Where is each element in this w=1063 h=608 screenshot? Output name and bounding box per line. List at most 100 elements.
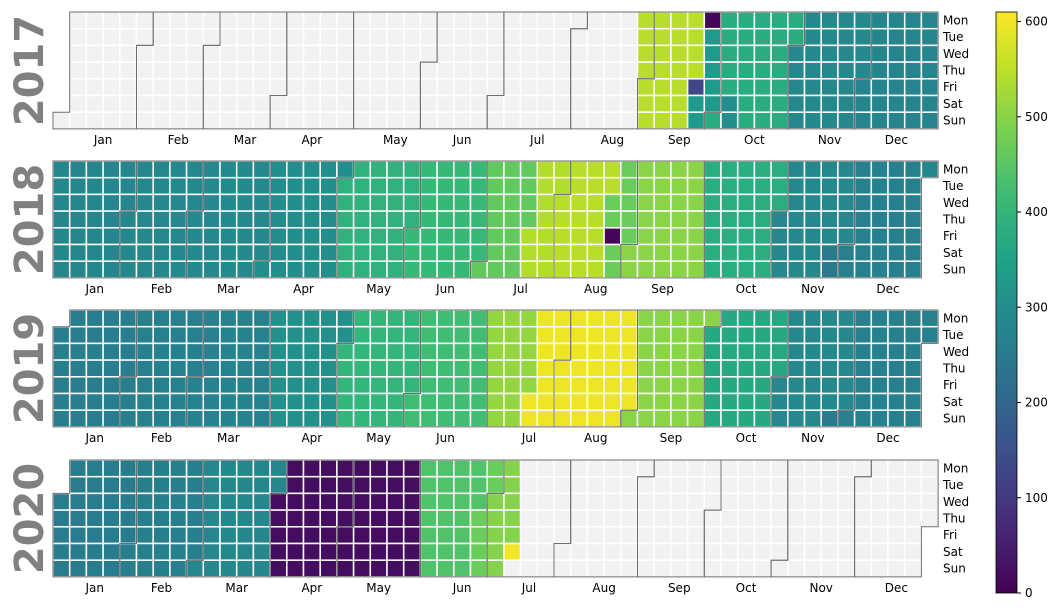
- day-cell: [620, 44, 639, 63]
- day-cell: [402, 325, 422, 345]
- day-cell: [453, 409, 472, 428]
- day-cell: [703, 475, 722, 495]
- day-cell: [787, 409, 806, 428]
- day-cell: [486, 243, 505, 262]
- day-cell: [603, 359, 622, 378]
- day-cell: [269, 526, 288, 545]
- day-cell: [736, 475, 756, 495]
- day-cell: [870, 376, 889, 395]
- day-cell: [336, 325, 355, 345]
- day-cell: [720, 78, 739, 97]
- month-label: Dec: [876, 282, 899, 296]
- day-cell: [453, 492, 472, 511]
- day-cell: [68, 61, 88, 80]
- day-cell: [185, 392, 205, 411]
- month-label: Oct: [736, 581, 757, 595]
- day-cell: [319, 227, 338, 246]
- day-cell: [670, 61, 689, 80]
- day-cell: [586, 27, 605, 47]
- day-cell: [319, 409, 338, 428]
- day-cell: [736, 392, 756, 411]
- day-cell: [269, 475, 288, 495]
- day-cell: [235, 409, 255, 428]
- day-cell: [319, 492, 338, 511]
- day-cell: [620, 243, 639, 262]
- day-cell: [920, 325, 939, 345]
- day-cell: [703, 392, 722, 411]
- day-cell: [135, 176, 154, 196]
- day-cell: [219, 44, 238, 63]
- day-cell: [102, 243, 121, 262]
- day-cell: [837, 526, 856, 545]
- day-cell: [720, 176, 739, 196]
- day-cell: [519, 559, 539, 578]
- day-cell: [419, 27, 438, 47]
- day-cell: [85, 559, 104, 578]
- day-cell: [152, 526, 171, 545]
- day-cell: [787, 160, 806, 179]
- day-cell: [169, 342, 188, 361]
- day-cell: [319, 61, 338, 80]
- day-cell: [603, 78, 622, 97]
- day-cell: [52, 509, 71, 528]
- day-cell: [586, 526, 605, 545]
- day-cell: [386, 111, 405, 130]
- day-cell: [85, 392, 104, 411]
- month-label: Mar: [217, 431, 240, 445]
- day-cell: [152, 325, 171, 345]
- month-label: Apr: [301, 133, 322, 147]
- day-cell: [169, 160, 188, 179]
- day-cell: [920, 475, 939, 495]
- day-cell: [703, 243, 722, 262]
- day-cell: [319, 243, 338, 262]
- day-cell: [336, 376, 355, 395]
- day-cell: [68, 44, 88, 63]
- day-cell: [503, 44, 522, 63]
- month-label: Jul: [521, 581, 536, 595]
- day-cell: [302, 325, 321, 345]
- day-cell: [185, 342, 205, 361]
- day-cell: [603, 176, 622, 196]
- day-cell: [119, 475, 138, 495]
- day-cell: [569, 193, 589, 212]
- day-cell: [569, 542, 589, 561]
- day-cell: [787, 260, 806, 279]
- day-cell: [269, 559, 288, 578]
- day-cell: [837, 27, 856, 47]
- day-cell: [453, 227, 472, 246]
- day-cell: [820, 243, 839, 262]
- day-cell: [369, 459, 388, 478]
- day-cell: [486, 509, 505, 528]
- day-cell: [453, 94, 472, 113]
- day-cell: [152, 243, 171, 262]
- day-cell: [853, 243, 873, 262]
- day-cell: [202, 11, 221, 30]
- day-cell: [336, 210, 355, 229]
- day-cell: [620, 342, 639, 361]
- day-cell: [486, 210, 505, 229]
- day-cell: [770, 11, 789, 30]
- day-cell: [302, 111, 321, 130]
- day-cell: [803, 376, 822, 395]
- day-cell: [202, 475, 221, 495]
- day-cell: [369, 325, 388, 345]
- day-cell: [903, 227, 923, 246]
- day-cell: [286, 409, 305, 428]
- day-cell: [85, 325, 104, 345]
- day-cell: [620, 94, 639, 113]
- day-cell: [252, 376, 271, 395]
- year-panel-2020: Jan Feb Mar Apr May Jun Jul Aug Sep Oct Nov DecMonT…: [7, 459, 969, 595]
- day-cell: [386, 27, 405, 47]
- day-cell: [670, 27, 689, 47]
- day-cell: [436, 193, 455, 212]
- day-cell: [219, 160, 238, 179]
- colorbar-tick-label: 600: [1025, 15, 1048, 29]
- day-cell: [453, 176, 472, 196]
- day-cell: [670, 492, 689, 511]
- day-cell: [419, 509, 438, 528]
- day-cell: [269, 243, 288, 262]
- day-cell: [135, 459, 154, 478]
- day-cell: [419, 459, 438, 478]
- day-cell: [286, 492, 305, 511]
- day-cell: [169, 27, 188, 47]
